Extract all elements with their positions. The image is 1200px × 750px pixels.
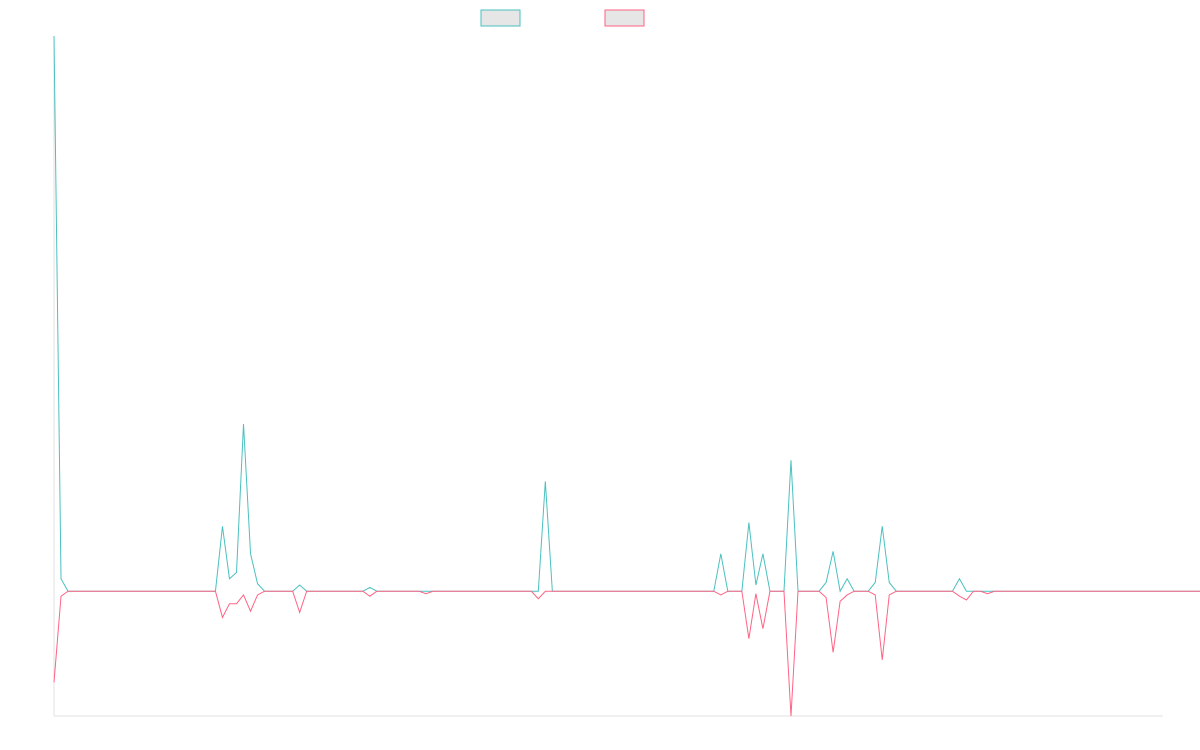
chart-legend bbox=[480, 9, 645, 27]
series-line-2 bbox=[53, 590, 1200, 717]
legend-swatch-series-1[interactable] bbox=[480, 9, 521, 27]
series-layer bbox=[53, 35, 1200, 717]
legend-swatch-series-2[interactable] bbox=[604, 9, 645, 27]
series-line-1 bbox=[53, 35, 1200, 593]
chart-axes bbox=[53, 36, 1163, 717]
